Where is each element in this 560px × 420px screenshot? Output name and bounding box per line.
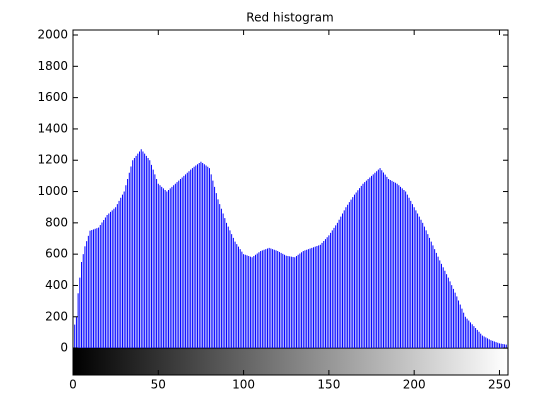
y-tick-label: 1800 xyxy=(37,59,68,73)
axes-frame xyxy=(72,29,509,376)
y-tick-label: 1000 xyxy=(37,184,68,198)
chart-title: Red histogram xyxy=(246,11,333,25)
y-tick-label: 800 xyxy=(45,215,68,229)
y-tick-label: 1400 xyxy=(37,121,68,135)
y-tick-label: 1600 xyxy=(37,90,68,104)
y-tick-label: 0 xyxy=(60,341,68,355)
y-tick-label: 200 xyxy=(45,309,68,323)
y-tick-label: 400 xyxy=(45,278,68,292)
gray-scale-bar xyxy=(73,348,508,375)
x-tick-label: 150 xyxy=(317,378,340,392)
x-tick-label: 50 xyxy=(151,378,166,392)
plot-area xyxy=(73,30,508,375)
x-tick-label: 250 xyxy=(488,378,511,392)
y-tick-label: 600 xyxy=(45,247,68,261)
y-tick-label: 2000 xyxy=(37,28,68,42)
y-tick-label: 1200 xyxy=(37,153,68,167)
x-tick-label: 100 xyxy=(232,378,255,392)
x-tick-label: 0 xyxy=(69,378,77,392)
x-tick-label: 200 xyxy=(403,378,426,392)
